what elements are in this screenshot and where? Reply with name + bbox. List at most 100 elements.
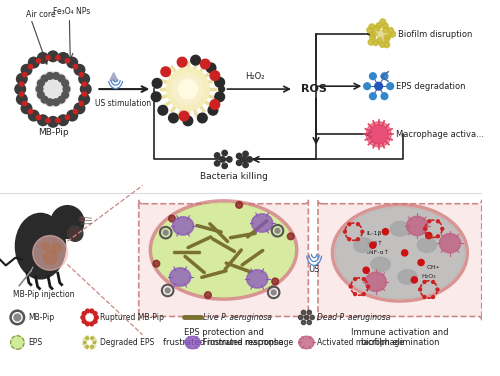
Circle shape bbox=[304, 315, 308, 320]
Circle shape bbox=[220, 157, 226, 162]
Circle shape bbox=[418, 259, 424, 265]
Circle shape bbox=[52, 73, 60, 79]
Circle shape bbox=[168, 113, 178, 123]
Circle shape bbox=[67, 110, 78, 121]
Circle shape bbox=[79, 94, 90, 105]
Circle shape bbox=[370, 73, 376, 80]
Polygon shape bbox=[110, 73, 118, 80]
Circle shape bbox=[86, 322, 89, 326]
Circle shape bbox=[38, 92, 44, 98]
Circle shape bbox=[271, 290, 276, 295]
Circle shape bbox=[208, 105, 218, 115]
Circle shape bbox=[44, 251, 57, 264]
Circle shape bbox=[362, 293, 365, 296]
Circle shape bbox=[200, 59, 210, 69]
Text: Activated macrophage: Activated macrophage bbox=[317, 338, 404, 347]
Text: H₂O₂: H₂O₂ bbox=[421, 274, 436, 279]
Circle shape bbox=[68, 226, 83, 241]
Circle shape bbox=[384, 42, 390, 48]
Circle shape bbox=[354, 277, 356, 280]
Ellipse shape bbox=[406, 216, 428, 235]
Circle shape bbox=[214, 153, 220, 158]
Text: Air core: Air core bbox=[26, 11, 56, 20]
Circle shape bbox=[79, 102, 84, 106]
Circle shape bbox=[288, 233, 294, 240]
Circle shape bbox=[432, 296, 434, 299]
Text: Dead P. aeruginosa: Dead P. aeruginosa bbox=[317, 313, 390, 322]
Circle shape bbox=[373, 40, 378, 45]
Circle shape bbox=[38, 115, 48, 126]
Circle shape bbox=[166, 288, 170, 293]
Circle shape bbox=[33, 235, 68, 270]
Circle shape bbox=[247, 157, 252, 162]
Circle shape bbox=[161, 67, 170, 77]
Circle shape bbox=[183, 116, 192, 126]
Circle shape bbox=[38, 80, 44, 86]
Circle shape bbox=[168, 215, 175, 222]
Circle shape bbox=[388, 27, 394, 33]
Circle shape bbox=[172, 74, 204, 105]
Ellipse shape bbox=[440, 233, 460, 253]
Circle shape bbox=[236, 153, 242, 159]
Circle shape bbox=[21, 65, 32, 75]
Text: MB-Pip: MB-Pip bbox=[38, 128, 68, 137]
Circle shape bbox=[36, 115, 40, 120]
Circle shape bbox=[426, 232, 432, 239]
Circle shape bbox=[423, 296, 426, 299]
Circle shape bbox=[93, 320, 97, 323]
Circle shape bbox=[241, 157, 246, 162]
Circle shape bbox=[90, 337, 94, 340]
Ellipse shape bbox=[172, 217, 194, 235]
Circle shape bbox=[368, 39, 374, 45]
Circle shape bbox=[86, 337, 88, 340]
Circle shape bbox=[348, 238, 350, 241]
Circle shape bbox=[22, 102, 27, 106]
Circle shape bbox=[52, 99, 60, 106]
Circle shape bbox=[48, 117, 58, 127]
Circle shape bbox=[166, 68, 209, 110]
Circle shape bbox=[354, 293, 356, 296]
Circle shape bbox=[82, 320, 86, 323]
Circle shape bbox=[90, 309, 94, 313]
Circle shape bbox=[28, 110, 39, 121]
Text: Immune activation and
biofilm elimination: Immune activation and biofilm eliminatio… bbox=[351, 328, 448, 347]
Text: US stimulation: US stimulation bbox=[96, 99, 152, 108]
Ellipse shape bbox=[417, 238, 436, 252]
Circle shape bbox=[36, 72, 70, 106]
Circle shape bbox=[36, 86, 43, 92]
Circle shape bbox=[15, 84, 26, 94]
Circle shape bbox=[380, 42, 386, 47]
Circle shape bbox=[58, 115, 68, 126]
Ellipse shape bbox=[298, 336, 314, 349]
Text: Biofilm disruption: Biofilm disruption bbox=[398, 30, 472, 39]
Circle shape bbox=[79, 73, 84, 77]
Circle shape bbox=[380, 19, 386, 25]
Circle shape bbox=[374, 25, 380, 31]
Circle shape bbox=[424, 227, 426, 230]
Circle shape bbox=[70, 229, 80, 238]
Circle shape bbox=[74, 109, 78, 114]
Text: EPS: EPS bbox=[28, 338, 42, 347]
Circle shape bbox=[310, 315, 314, 320]
Ellipse shape bbox=[371, 257, 390, 272]
Circle shape bbox=[369, 125, 388, 144]
Circle shape bbox=[236, 202, 242, 208]
Circle shape bbox=[198, 113, 207, 123]
Circle shape bbox=[385, 34, 390, 40]
Circle shape bbox=[74, 65, 85, 75]
Circle shape bbox=[411, 277, 418, 283]
Circle shape bbox=[74, 64, 78, 69]
Circle shape bbox=[382, 229, 388, 235]
Circle shape bbox=[153, 260, 160, 267]
Circle shape bbox=[381, 93, 388, 100]
Circle shape bbox=[236, 160, 242, 165]
Circle shape bbox=[56, 118, 60, 123]
Ellipse shape bbox=[390, 221, 409, 236]
Circle shape bbox=[243, 151, 248, 157]
Circle shape bbox=[204, 292, 212, 299]
Circle shape bbox=[152, 92, 161, 102]
Text: Fe₃O₄ NPs: Fe₃O₄ NPs bbox=[53, 8, 90, 17]
Text: IL-6↑: IL-6↑ bbox=[366, 241, 383, 246]
Circle shape bbox=[432, 280, 434, 284]
Circle shape bbox=[375, 82, 382, 90]
